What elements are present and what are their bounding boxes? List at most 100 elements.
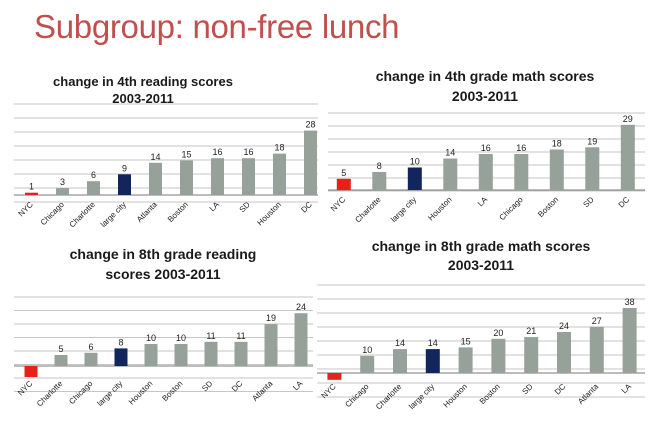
- chart-1-value-large-city: 9: [122, 163, 127, 173]
- chart-4-bar-dc: [557, 332, 571, 373]
- chart-4-value-houston: 15: [461, 336, 471, 346]
- chart-2-category-chicago: Chicago: [498, 195, 526, 223]
- chart-1-bar-large-city: [118, 174, 131, 195]
- chart-3-value-houston: 10: [146, 333, 156, 343]
- chart-4-bar-charlotte: [393, 349, 407, 373]
- chart-2-value-boston: 18: [552, 139, 562, 149]
- chart-2-category-charlotte: Charlotte: [353, 195, 383, 225]
- chart-1-title-line-2: 2003-2011: [112, 91, 173, 106]
- chart-4-category-sd: SD: [520, 382, 534, 396]
- chart-4-category-boston: Boston: [478, 382, 502, 406]
- chart-1-value-chicago: 3: [60, 177, 65, 187]
- chart-2-value-nyc: 5: [341, 168, 346, 178]
- chart-3-bar-la: [294, 313, 308, 366]
- chart-2-category-la: LA: [476, 195, 490, 209]
- chart-1-value-boston: 15: [181, 150, 191, 160]
- slide-title: Subgroup: non-free lunch: [34, 8, 400, 45]
- chart-1-title-line-1: change in 4th reading scores: [53, 74, 233, 89]
- chart-2-value-houston: 14: [445, 148, 455, 158]
- chart-2-bar-charlotte: [372, 172, 387, 190]
- chart-2-bar-chicago: [514, 154, 529, 190]
- chart-3-category-nyc: NYC: [16, 379, 34, 397]
- chart-3-bar-large-city: [114, 348, 128, 366]
- chart-1-value-dc: 28: [305, 120, 315, 130]
- chart-1-bar-atlanta: [149, 162, 162, 195]
- chart-1-bar-chicago: [56, 188, 69, 195]
- chart-3-bar-boston: [174, 344, 188, 366]
- chart-2-value-la: 16: [481, 143, 491, 153]
- chart-2-bar-la: [478, 154, 493, 190]
- chart-3-value-atlanta: 19: [266, 313, 276, 323]
- chart-3-bar-chicago: [84, 352, 98, 366]
- chart-4-bar-chicago: [360, 355, 375, 373]
- chart-4-value-atlanta: 27: [592, 316, 602, 326]
- chart-3-category-charlotte: Charlotte: [35, 379, 65, 409]
- chart-1-category-nyc: NYC: [17, 200, 35, 218]
- chart-2-category-large-city: large city: [389, 195, 418, 224]
- chart-1-bar-sd: [242, 158, 255, 195]
- chart-2-bar-boston: [549, 149, 564, 190]
- chart-3-category-boston: Boston: [160, 379, 184, 403]
- chart-2-value-charlotte: 8: [377, 161, 382, 171]
- chart-2-bar-houston: [443, 158, 458, 190]
- chart-3-bar-dc: [234, 341, 248, 366]
- chart-3-bar-atlanta: [264, 324, 278, 366]
- chart-4-bar-nyc: [327, 373, 342, 380]
- chart-1-bar-dc: [304, 130, 317, 195]
- chart-1-value-la: 16: [212, 147, 222, 157]
- chart-1-category-boston: Boston: [166, 200, 190, 224]
- chart-2-category-boston: Boston: [536, 195, 560, 219]
- chart-1-category-houston: Houston: [255, 200, 282, 227]
- chart-4-title-line-2: 2003-2011: [448, 257, 514, 273]
- chart-4-category-charlotte: Charlotte: [374, 382, 404, 412]
- chart-1-bar-la: [211, 158, 224, 195]
- chart-4-value-sd: 21: [526, 326, 536, 336]
- chart-1-value-sd: 16: [243, 147, 253, 157]
- chart-4-category-dc: DC: [553, 382, 568, 397]
- chart-2-title-line-2: 2003-2011: [452, 88, 518, 104]
- chart-2-category-nyc: NYC: [329, 195, 347, 213]
- chart-3-bar-charlotte: [54, 355, 68, 366]
- chart-3-category-atlanta: Atlanta: [250, 379, 274, 403]
- chart-2-value-large-city: 10: [410, 157, 420, 167]
- chart-1-value-houston: 18: [274, 143, 284, 153]
- chart-3-title-line-1: change in 8th grade reading: [70, 246, 257, 262]
- chart-1-value-charlotte: 6: [91, 170, 96, 180]
- chart-3-value-sd: 11: [206, 331, 215, 341]
- chart-3-value-boston: 10: [176, 333, 186, 343]
- chart-2-value-sd: 19: [587, 136, 597, 146]
- chart-3-bar-nyc: [24, 366, 38, 377]
- chart-1-category-atlanta: Atlanta: [135, 200, 159, 224]
- chart-4-value-charlotte: 14: [395, 338, 405, 348]
- chart-3-bar-sd: [204, 341, 218, 366]
- chart-4-value-la: 38: [625, 297, 635, 307]
- chart-2-category-dc: DC: [617, 195, 632, 210]
- chart-4-value-boston: 20: [493, 328, 503, 338]
- chart-3-bar-houston: [144, 344, 158, 366]
- chart-1-bar-charlotte: [87, 181, 100, 195]
- chart-1-category-chicago: Chicago: [39, 200, 67, 228]
- chart-3-value-charlotte: 5: [58, 344, 63, 354]
- chart-2-bar-large-city: [407, 167, 422, 190]
- chart-2-bar-nyc: [336, 178, 351, 191]
- chart-1-category-charlotte: Charlotte: [68, 200, 98, 230]
- chart-3-title-line-2: scores 2003-2011: [105, 266, 220, 282]
- chart-4-value-dc: 24: [559, 321, 569, 331]
- chart-1-bar-boston: [180, 160, 193, 195]
- chart-3-category-la: LA: [291, 379, 305, 393]
- chart-4-bar-sd: [524, 337, 539, 373]
- chart-2-value-dc: 29: [623, 114, 633, 124]
- chart-4-bar-boston: [491, 338, 506, 373]
- chart-1-value-atlanta: 14: [150, 152, 160, 162]
- chart-1-bar-nyc: [25, 192, 38, 195]
- chart-4-bar-houston: [458, 347, 473, 373]
- chart-4-category-nyc: NYC: [320, 382, 338, 400]
- chart-4-value-chicago: 10: [362, 345, 372, 355]
- chart-2-bar-sd: [585, 147, 600, 191]
- chart-3-category-chicago: Chicago: [67, 379, 95, 407]
- chart-3-value-large-city: 8: [118, 337, 123, 347]
- chart-1-bar-houston: [273, 153, 286, 195]
- chart-1-category-large-city: large city: [99, 200, 128, 229]
- chart-2-bar-dc: [620, 124, 635, 191]
